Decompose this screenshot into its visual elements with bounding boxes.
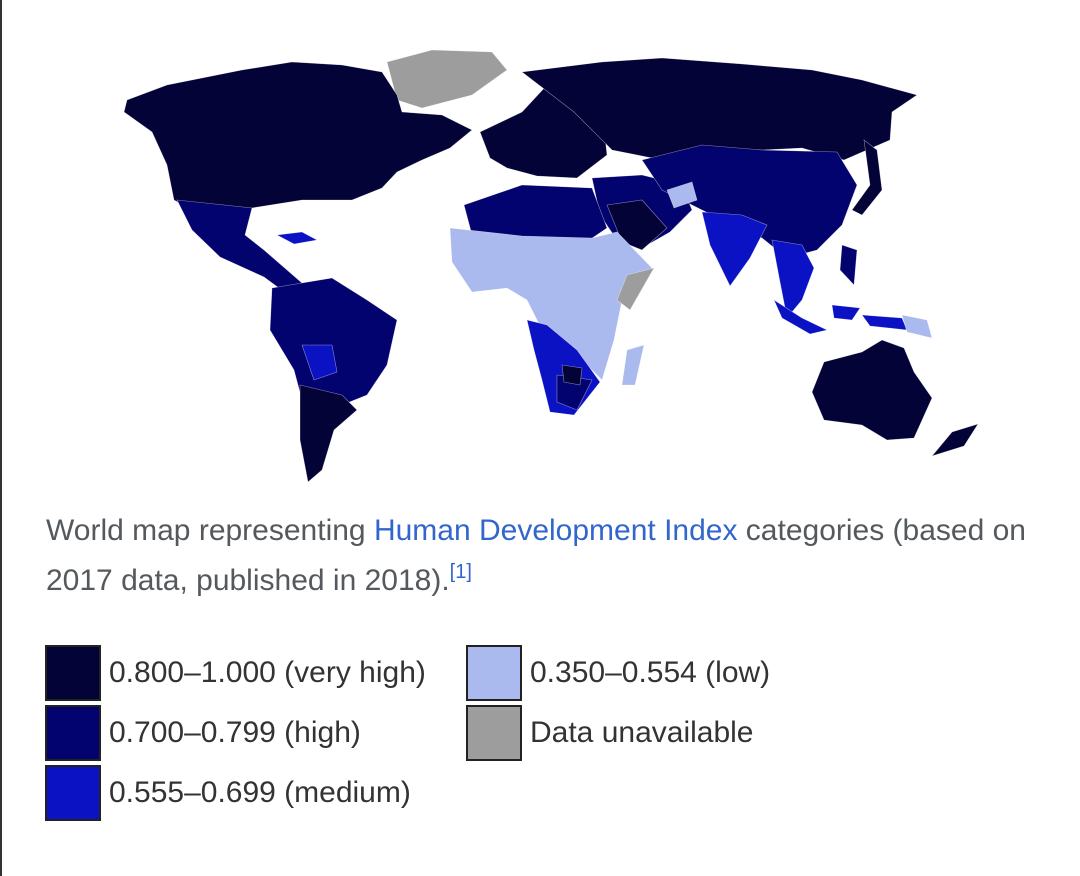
world-map — [123, 49, 979, 483]
greenland — [386, 49, 508, 109]
legend-label: Data unavailable — [530, 716, 754, 749]
australia — [811, 339, 933, 441]
papua — [901, 314, 933, 339]
afghanistan — [666, 181, 698, 209]
legend-label: 0.700–0.799 (high) — [109, 716, 361, 749]
legend-swatch — [45, 765, 101, 821]
caption-text: World map representing — [46, 514, 374, 547]
southern-cone — [299, 384, 358, 483]
legend-label: 0.800–1.000 (very high) — [109, 656, 426, 689]
india — [701, 211, 768, 287]
philippines — [839, 244, 858, 286]
hdi-link[interactable]: Human Development Index — [373, 514, 738, 547]
asia — [641, 144, 858, 259]
madagascar — [621, 344, 645, 386]
legend-swatch — [45, 645, 101, 701]
caribbean — [276, 231, 318, 245]
caption: World map representing Human Development… — [46, 506, 1046, 606]
north-america — [123, 61, 473, 216]
russia — [521, 57, 918, 161]
southeast-asia — [771, 239, 815, 319]
bolivia — [301, 344, 338, 381]
legend-label: 0.555–0.699 (medium) — [109, 776, 411, 809]
legend-label: 0.350–0.554 (low) — [530, 656, 771, 689]
japan — [851, 139, 883, 216]
legend-swatch — [466, 705, 522, 761]
botswana — [561, 364, 583, 386]
central-africa — [449, 227, 653, 381]
new-zealand — [931, 423, 979, 457]
somalia — [616, 267, 655, 311]
south-america — [269, 277, 398, 406]
legend-swatch — [45, 705, 101, 761]
caption-text: categories (based on 2017 data, publishe… — [46, 514, 1026, 597]
legend-swatch — [466, 645, 522, 701]
reference[interactable]: [1] — [449, 561, 472, 583]
